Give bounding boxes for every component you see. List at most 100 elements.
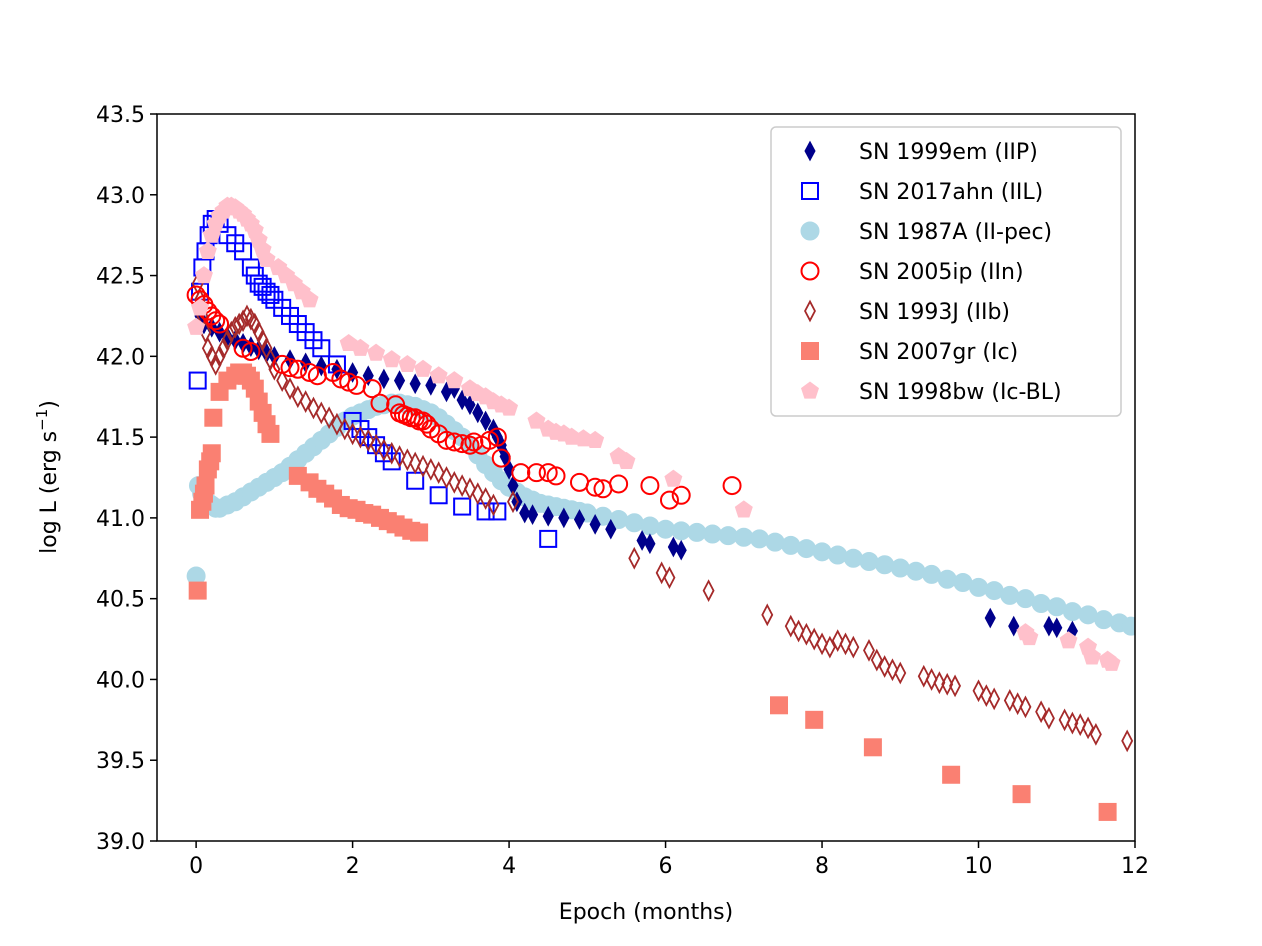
data-point [221,328,234,352]
data-point [805,710,824,729]
legend-label: SN 1999em (IIP) [859,140,1038,165]
data-point [362,365,374,387]
data-point [1020,627,1039,646]
data-point [338,417,351,441]
data-point [187,317,206,335]
data-point [675,539,687,561]
data-point [1082,647,1101,665]
data-point [268,357,281,381]
data-point [586,430,605,448]
data-point [1082,716,1095,740]
y-axis-label: log L (erg s−1) [33,400,62,554]
x-tick-label: 4 [502,854,516,879]
data-point [624,513,644,533]
data-point [237,333,249,354]
data-point [202,444,221,463]
legend-box [770,126,1122,417]
data-point [644,533,656,555]
data-point [761,603,774,627]
x-tick-label: 8 [815,854,829,879]
data-point [382,452,401,471]
data-point [410,523,429,542]
y-tick-label: 42.5 [96,265,145,290]
data-point [796,539,816,559]
x-axis-ticks: 0 2 4 6 8 10 12 [189,841,1149,879]
data-point [323,406,336,430]
data-point [300,352,312,374]
data-point [988,687,1001,711]
legend-item: SN 1999em (IIP) [804,140,1038,165]
data-point [984,607,996,629]
data-point [558,507,570,529]
data-point [491,448,511,468]
data-point [346,422,359,446]
data-point [257,249,276,268]
data-point [1003,689,1016,712]
data-point [429,366,448,384]
data-point [385,441,398,465]
x-axis-label: Epoch (months) [559,900,733,925]
data-point [1074,713,1087,737]
legend-item: SN 2017ahn (IIL) [801,180,1043,205]
data-point [476,502,495,521]
legend-label: SN 2017ahn (IIL) [859,180,1043,205]
data-point [1094,610,1114,630]
data-point [217,336,230,360]
y-tick-label: 39.0 [96,830,145,855]
data-point [781,535,801,555]
plot-area: 0 2 4 6 8 10 12 39.0 39.5 40.0 40.5 41.0 41.5 42.0 42… [96,103,1149,879]
data-point [198,241,217,259]
data-point [1062,602,1082,622]
data-point [315,401,328,425]
data-point [367,343,386,361]
data-point [414,359,432,377]
series-sn-2005ip-iin [186,285,742,510]
data-point [204,408,223,427]
data-point [843,548,863,568]
data-point [539,529,558,548]
data-point [1066,711,1079,735]
data-point [933,671,946,695]
data-point [749,529,769,549]
data-point [527,411,546,429]
data-point [863,638,875,662]
data-point [937,569,957,589]
data-point [487,427,507,447]
y-tick-label: 40.5 [96,588,145,613]
data-point [362,428,375,452]
data-point [589,514,601,535]
data-point [655,561,668,585]
data-point [307,396,320,420]
legend-item: SN 1993J (IIb) [804,299,1010,325]
legend-label: SN 2005ip (IIn) [859,260,1024,285]
data-point [1121,729,1134,753]
data-point [456,389,468,411]
data-point [890,558,910,578]
data-point [863,738,882,757]
legend-marker [800,261,820,281]
legend-marker [801,342,819,360]
data-point [487,493,500,517]
data-point [191,298,210,316]
data-point [823,635,836,659]
data-point [409,451,422,475]
legend-marker [804,299,816,323]
axes-frame [156,113,1136,842]
data-point [1058,708,1071,732]
y-tick-label: 43.5 [96,103,145,128]
data-point [628,546,641,570]
legend-label: SN 2007gr (Ic) [859,340,1018,365]
data-point [370,393,390,413]
data-point [609,474,629,494]
y-tick-label: 39.5 [96,749,145,774]
legend-marker [801,182,819,200]
data-point [300,290,319,308]
data-point [617,451,636,469]
data-point [417,414,437,434]
y-tick-label: 41.5 [96,426,145,451]
data-point [770,696,789,715]
data-point [1043,615,1055,637]
legend-label: SN 1993J (IIb) [859,300,1010,325]
data-point [828,545,848,565]
data-point [499,446,511,467]
